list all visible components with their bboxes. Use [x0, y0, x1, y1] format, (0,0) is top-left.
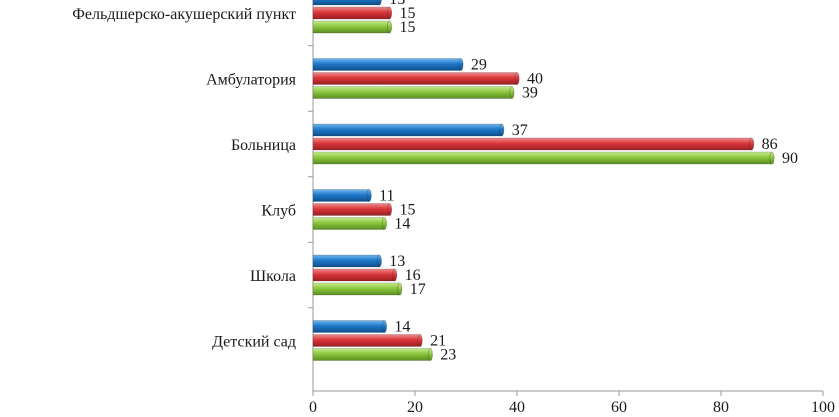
bar — [312, 217, 385, 230]
data-label: 15 — [400, 202, 416, 219]
bar-cap — [386, 20, 392, 34]
x-tick-label: 100 — [811, 399, 835, 416]
bar-cap — [417, 334, 423, 347]
bar-cap — [458, 58, 464, 71]
data-label: 21 — [430, 333, 446, 350]
bar-cap — [749, 137, 755, 151]
bar — [312, 320, 385, 333]
bar — [312, 254, 380, 268]
bar-cap — [386, 203, 392, 216]
data-label: 23 — [440, 347, 456, 364]
bar — [312, 151, 773, 165]
bar-cap — [381, 217, 387, 230]
bar — [312, 203, 390, 216]
bar — [312, 20, 390, 34]
data-label: 13 — [389, 0, 405, 8]
data-label: 15 — [400, 19, 416, 36]
x-tick-label: 60 — [611, 399, 627, 416]
bar — [312, 282, 400, 296]
bar — [312, 268, 395, 282]
bar-cap — [769, 151, 775, 165]
data-label: 90 — [782, 150, 798, 167]
x-tick-label: 0 — [309, 399, 317, 416]
bar-cap — [397, 282, 403, 296]
bar-cap — [427, 348, 433, 361]
data-label: 11 — [379, 188, 394, 205]
x-tick-label: 40 — [509, 399, 525, 416]
data-label: 14 — [394, 216, 410, 233]
category-label: Клуб — [261, 203, 296, 220]
category-label: Детский сад — [212, 334, 296, 351]
bar-cap — [376, 254, 382, 268]
data-label: 29 — [471, 57, 487, 74]
bar — [312, 6, 390, 20]
plot-area: 0 20 40 60 80 100 Фельдшерско-акушерский пункт… — [72, 0, 835, 416]
bar-cap — [376, 0, 382, 6]
data-label: 15 — [400, 5, 416, 22]
data-label: 16 — [405, 267, 421, 284]
data-label: 86 — [762, 136, 778, 153]
bar — [312, 334, 421, 347]
bar — [312, 0, 380, 6]
category-label: Школа — [250, 268, 296, 285]
bar — [312, 189, 370, 202]
bar-cap — [386, 6, 392, 20]
bar — [312, 58, 462, 71]
data-label: 39 — [522, 85, 538, 102]
bar-cap — [392, 268, 398, 282]
data-label: 37 — [512, 122, 528, 139]
category-label: Фельдшерско-акушерский пункт — [72, 6, 296, 23]
data-label: 40 — [527, 71, 543, 88]
bar — [312, 86, 513, 99]
data-label: 17 — [410, 281, 426, 298]
x-tick-label: 80 — [713, 399, 729, 416]
category-label: Амбулатория — [206, 72, 297, 89]
data-label: 14 — [394, 319, 410, 336]
bar-cap — [366, 189, 372, 202]
bar-cap — [499, 123, 505, 137]
bar — [312, 72, 518, 85]
bar — [312, 123, 502, 137]
data-label: 13 — [389, 253, 405, 270]
x-tick-label: 20 — [407, 399, 423, 416]
bar-cap — [514, 72, 520, 85]
bar-cap — [381, 320, 387, 333]
bar — [312, 348, 431, 361]
bar — [312, 137, 752, 151]
category-label: Больница — [231, 137, 296, 154]
bar-cap — [509, 86, 515, 99]
